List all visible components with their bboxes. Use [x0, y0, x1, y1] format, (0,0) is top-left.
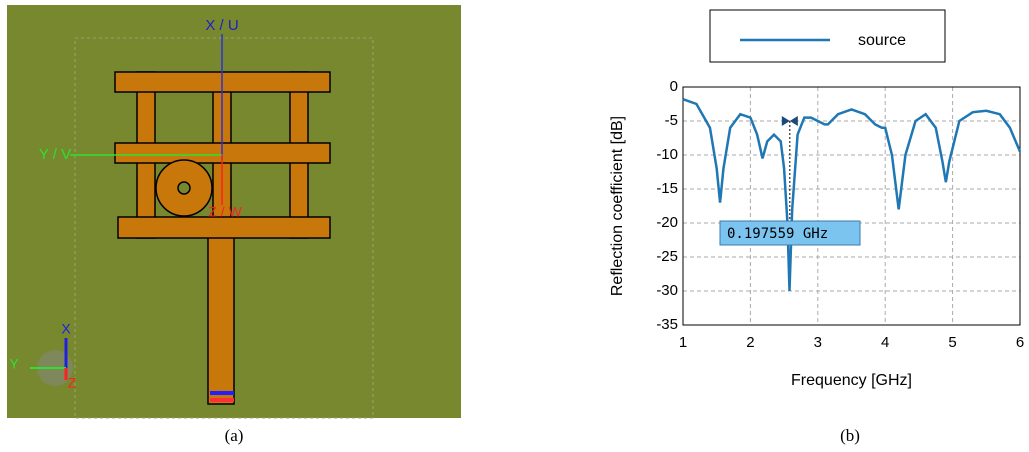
- x-tick-label: 6: [1016, 334, 1024, 351]
- y-tick-label: 0: [670, 78, 678, 95]
- x-tick-label: 4: [881, 334, 889, 351]
- x-tick-label: 2: [746, 334, 754, 351]
- y-tick-label: -35: [656, 316, 678, 333]
- y-axis-label: Reflection coefficient [dB]: [609, 116, 626, 296]
- data-line: [683, 99, 1020, 291]
- marker: [782, 116, 798, 126]
- ring-hole: [178, 182, 190, 194]
- annotation: 0.197559 GHz: [727, 226, 828, 242]
- axis-label: Z / W: [208, 204, 242, 220]
- y-tick-label: -25: [656, 248, 678, 265]
- x-tick-label: 5: [948, 334, 956, 351]
- strip: [118, 217, 330, 238]
- y-tick-label: -10: [656, 146, 678, 163]
- panel-b: (b) 0 -5 -10 -15 -20 -25 -30 -351 2 3 4 5 6 Frequency…: [609, 10, 1024, 445]
- feed-line: [208, 236, 234, 404]
- y-tick-label: -15: [656, 180, 678, 197]
- triad-label: Y: [9, 356, 19, 372]
- panel-a: X / U Y / V Z / W X Y Z (a): [7, 5, 461, 445]
- triad-label: X: [61, 321, 71, 337]
- axis-label: X / U: [205, 17, 238, 34]
- y-tick-label: -5: [665, 112, 678, 129]
- y-tick-label: -30: [656, 282, 678, 299]
- axis-label: Y / V: [39, 146, 71, 163]
- y-tick-label: -20: [656, 214, 678, 231]
- caption: (a): [225, 426, 244, 445]
- port: [210, 391, 234, 395]
- port: [210, 398, 234, 402]
- triad-label: Z: [68, 375, 77, 391]
- x-tick-label: 1: [679, 334, 687, 351]
- caption: (b): [840, 426, 860, 445]
- x-axis-label: Frequency [GHz]: [791, 372, 912, 389]
- figure: X / U Y / V Z / W X Y Z (a) (b) 0 -5 -10 -1…: [0, 0, 1029, 452]
- x-tick-label: 3: [814, 334, 822, 351]
- legend-label: source: [858, 32, 906, 49]
- legend-box: [710, 10, 945, 62]
